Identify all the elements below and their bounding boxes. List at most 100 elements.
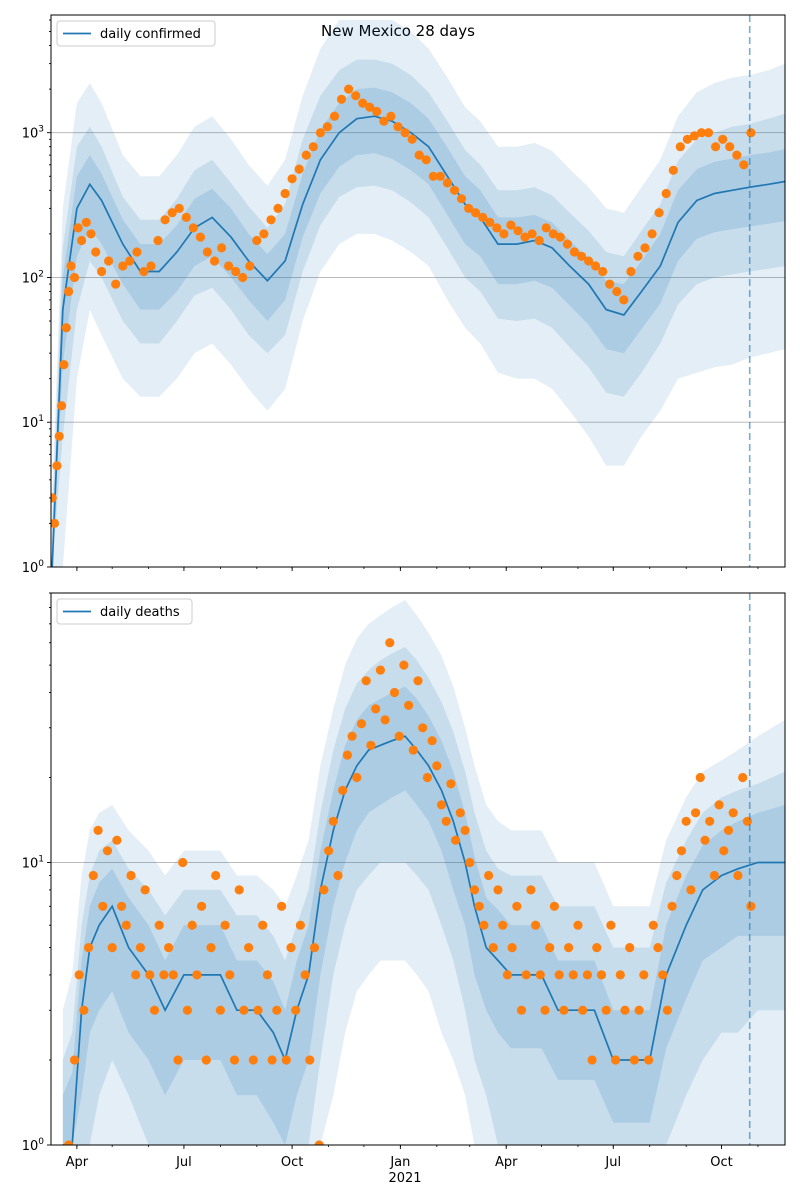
observed-point: [442, 178, 452, 188]
observed-point: [739, 160, 749, 170]
observed-point: [658, 970, 668, 980]
observed-point: [308, 142, 318, 152]
x-tick-label: Jan: [389, 1155, 410, 1170]
observed-point: [661, 188, 671, 199]
observed-point: [541, 223, 551, 233]
observed-point: [719, 846, 729, 856]
observed-point: [427, 736, 437, 746]
observed-point: [328, 816, 338, 826]
observed-point: [192, 970, 202, 980]
observed-point: [681, 816, 691, 826]
observed-point: [88, 870, 98, 881]
observed-point: [564, 943, 574, 953]
observed-point: [394, 731, 404, 741]
axes-frame-deaths: [50, 592, 786, 1146]
observed-point: [135, 943, 145, 953]
clipped-plot: [51, 593, 785, 1145]
observed-point: [347, 731, 357, 741]
observed-point: [573, 920, 583, 930]
observed-point: [718, 134, 728, 144]
observed-point: [662, 1005, 673, 1015]
observed-point: [295, 920, 305, 930]
observed-point: [66, 261, 76, 271]
observed-point: [592, 943, 602, 953]
observed-point: [182, 1005, 192, 1015]
observed-point: [625, 943, 635, 953]
observed-point: [344, 84, 354, 94]
observed-point: [584, 256, 594, 266]
observed-point: [418, 723, 428, 733]
observed-point: [469, 885, 480, 895]
observed-point: [605, 279, 615, 289]
observed-point: [648, 920, 658, 930]
observed-point: [578, 1005, 588, 1015]
observed-point: [273, 203, 283, 213]
observed-point: [301, 150, 311, 160]
observed-point: [421, 155, 431, 165]
observed-point: [545, 943, 555, 953]
observed-point: [714, 800, 724, 810]
observed-point: [351, 91, 361, 101]
observed-point: [728, 808, 738, 818]
observed-point: [686, 885, 696, 895]
observed-point: [229, 1055, 240, 1065]
legend-confirmed: daily confirmed: [56, 20, 216, 47]
observed-point: [215, 1005, 225, 1015]
observed-point: [485, 217, 495, 227]
plot-area-deaths: [51, 593, 785, 1145]
observed-point: [300, 970, 310, 980]
observed-point: [201, 1055, 211, 1065]
observed-point: [245, 261, 255, 271]
observed-point: [520, 232, 530, 242]
observed-point: [59, 360, 69, 370]
observed-point: [333, 870, 343, 881]
observed-point: [319, 885, 329, 895]
observed-point: [696, 128, 707, 138]
observed-point: [512, 901, 522, 911]
observed-point: [69, 272, 80, 283]
observed-point: [498, 920, 508, 930]
observed-point: [413, 676, 423, 686]
observed-point: [74, 970, 84, 980]
observed-point: [738, 772, 748, 783]
figure-title: New Mexico 28 days: [321, 22, 475, 40]
observed-point: [181, 212, 191, 222]
observed-point: [253, 1005, 263, 1015]
observed-point: [280, 188, 290, 199]
observed-point: [709, 870, 720, 881]
observed-point: [746, 128, 756, 138]
observed-point: [366, 740, 376, 750]
observed-point: [723, 825, 734, 836]
observed-point: [379, 116, 389, 126]
observed-point: [315, 128, 325, 138]
observed-point: [342, 750, 352, 760]
observed-point: [291, 1005, 301, 1015]
observed-point: [126, 870, 136, 881]
observed-point: [209, 256, 220, 266]
observed-point: [596, 970, 607, 980]
observed-point: [286, 943, 296, 953]
observed-point: [644, 1055, 654, 1065]
observed-point: [224, 261, 234, 271]
x-tick-label: Jul: [604, 1155, 621, 1170]
legend-box-confirmed: [56, 20, 216, 47]
observed-point: [582, 970, 593, 980]
observed-point: [361, 676, 371, 686]
observed-point: [132, 247, 142, 257]
observed-point: [619, 295, 629, 305]
observed-point: [131, 970, 141, 980]
observed-point: [400, 128, 410, 138]
observed-point: [414, 150, 424, 160]
observed-point: [197, 901, 207, 911]
observed-point: [484, 870, 494, 881]
observed-point: [559, 1005, 569, 1015]
observed-point: [244, 943, 254, 953]
observed-point: [314, 1140, 324, 1145]
observed-point: [322, 122, 332, 132]
observed-point: [154, 920, 164, 930]
observed-point: [93, 825, 103, 836]
observed-point: [234, 885, 244, 895]
observed-point: [733, 870, 743, 881]
observed-point: [601, 1005, 611, 1015]
